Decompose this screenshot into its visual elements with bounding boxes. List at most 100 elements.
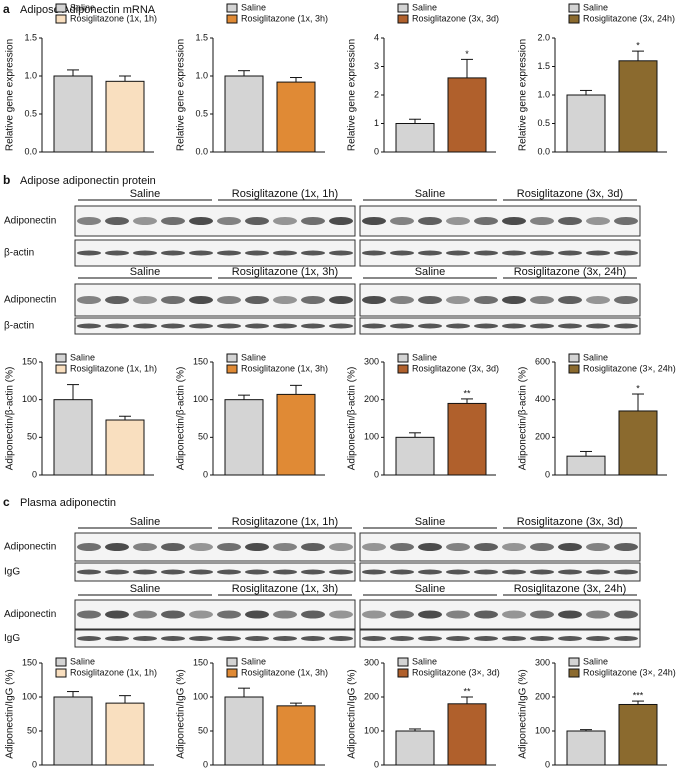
blot-band [586,217,610,225]
bar [105,419,145,476]
blot-band [217,610,241,619]
panel-title: Adipose adiponectin protein [20,175,156,187]
blot-band [530,543,554,551]
blot-band [105,543,129,551]
blot [359,283,641,317]
legend-label: Rosiglitazone (1x, 1h) [70,667,157,677]
y-tick-label: 100 [22,691,37,701]
blot-band [362,296,386,304]
y-tick-label: 100 [364,432,379,442]
blot-band [474,543,498,551]
bar [395,730,435,766]
blot-band [586,323,610,329]
blot-band [273,296,297,304]
blot-band [301,323,325,329]
blot-band [446,250,470,256]
blot-band [189,636,213,641]
legend-label: Rosiglitazone (1x, 1h) [70,363,157,373]
legend-swatch [55,14,67,24]
bar [53,696,93,766]
blot-group-label: Rosiglitazone (3x, 3d) [517,188,623,200]
blot-band [530,250,554,256]
significance: ** [463,388,471,398]
blot-band [189,610,213,619]
panel-title: Adipose Adiponectin mRNA [20,4,156,16]
blot-band [558,569,582,575]
legend-label: Saline [583,352,608,362]
blot-band [105,296,129,304]
blot-band [161,217,185,225]
y-tick-label: 0 [545,469,550,479]
significance: *** [633,690,644,700]
legend-label: Rosiglitazone (3x, 24h) [583,13,675,23]
blot-band [189,323,213,329]
legend-label: Rosiglitazone (3×, 3d) [412,667,500,677]
blot-band [362,217,386,225]
bar [395,436,435,476]
blot-band [77,296,101,304]
blot-group-label: Saline [130,266,161,278]
legend-label: Rosiglitazone (1x, 3h) [241,363,328,373]
blot-band [362,610,386,619]
y-tick-label: 0.0 [537,146,550,156]
blot-band [245,217,269,225]
legend-swatch [55,353,67,363]
legend-label: Rosiglitazone (3×, 24h) [583,363,676,373]
y-tick-label: 1.5 [195,32,208,42]
blot-band [586,250,610,256]
y-tick-label: 0.5 [537,118,550,128]
blot-group-label: Rosiglitazone (3x, 3d) [517,516,623,528]
blot [359,629,641,648]
y-tick-label: 3 [374,61,379,71]
blot-band [474,217,498,225]
blot-band [446,569,470,575]
significance: * [636,40,640,50]
y-axis-label: Adiponectin/β-actin (%) [518,367,529,471]
bar [53,399,93,476]
blot-band [558,610,582,619]
legend-swatch [568,668,580,678]
blot-group-label: Rosiglitazone (1x, 1h) [232,516,338,528]
blot-group-label: Saline [130,516,161,528]
blot-band [418,543,442,551]
y-tick-label: 100 [22,394,37,404]
legend-label: Saline [241,352,266,362]
blot-row-label: Adiponectin [4,216,56,227]
blot-band [502,636,526,641]
y-tick-label: 400 [535,394,550,404]
y-axis-label: Adiponectin/IgG (%) [347,669,358,759]
blot-group-label: Saline [130,188,161,200]
y-axis-label: Relative gene expression [518,39,529,151]
legend-swatch [55,657,67,667]
blot-band [418,610,442,619]
blot-band [329,296,353,304]
blot-band [217,323,241,329]
blot-band [217,250,241,256]
blot-group-label: Rosiglitazone (1x, 3h) [232,583,338,595]
blot-band [586,296,610,304]
bar [224,75,264,153]
blot-band [530,636,554,641]
blot-band [586,610,610,619]
y-tick-label: 4 [374,32,379,42]
bar [618,703,658,766]
blot-band [474,296,498,304]
blot-band [245,296,269,304]
y-tick-label: 0 [374,759,379,769]
blot-band [217,636,241,641]
legend-label: Saline [70,352,95,362]
blot-band [362,569,386,575]
blot-band [133,610,157,619]
legend-swatch [568,364,580,374]
blot-band [105,217,129,225]
bar [105,702,145,766]
y-axis-label: Adiponectin/β-actin (%) [347,367,358,471]
y-tick-label: 150 [22,657,37,667]
blot-band [390,543,414,551]
legend-label: Saline [241,656,266,666]
blot-band [301,636,325,641]
legend-swatch [397,668,409,678]
blot-band [77,543,101,551]
legend-swatch [397,3,409,13]
y-axis-label: Adiponectin/IgG (%) [5,669,16,759]
